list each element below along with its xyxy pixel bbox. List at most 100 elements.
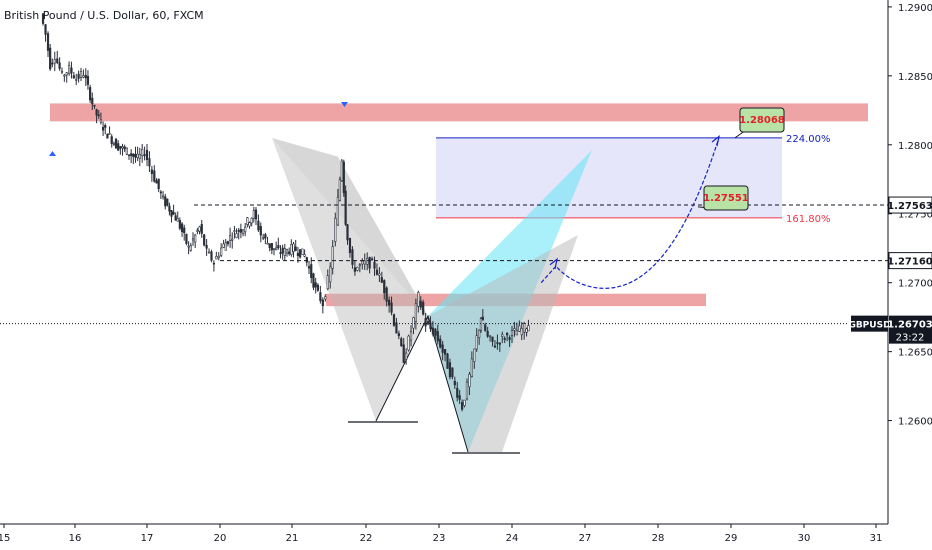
candle-body xyxy=(77,73,80,79)
y-tick-label: 1.27000 xyxy=(898,279,932,290)
last-price-box xyxy=(889,315,932,344)
candle-body xyxy=(331,246,334,269)
candle-body xyxy=(93,104,96,107)
candle-body xyxy=(91,97,94,105)
candle-body xyxy=(117,143,120,151)
candle-body xyxy=(481,316,484,321)
candle-body xyxy=(388,299,391,306)
candle-body xyxy=(46,33,50,51)
candle-body xyxy=(429,322,432,329)
candle-body xyxy=(441,344,444,353)
candle-body xyxy=(281,247,284,254)
candle-body xyxy=(373,261,376,269)
candle-body xyxy=(501,334,504,337)
candle-body xyxy=(409,331,413,341)
x-tick-label: 20 xyxy=(214,533,227,544)
candle-body xyxy=(417,292,420,307)
candle-body xyxy=(121,146,124,149)
marker-up xyxy=(49,151,56,156)
candle-body xyxy=(314,282,317,288)
symbol-tag-box xyxy=(851,315,888,332)
candle-body xyxy=(405,352,408,360)
candle-body xyxy=(44,24,47,35)
candle-body xyxy=(183,227,186,234)
candle-body xyxy=(446,353,449,369)
candle-body xyxy=(392,314,396,326)
candle-body xyxy=(412,317,415,329)
candle-body xyxy=(97,114,100,117)
candle-body xyxy=(134,153,137,158)
candle-body xyxy=(231,238,234,241)
candle-body xyxy=(493,345,497,348)
candle-body xyxy=(395,322,398,334)
candle-body xyxy=(132,153,135,157)
callout-box-1 xyxy=(703,185,749,211)
candle-body xyxy=(525,328,528,333)
candle-body xyxy=(145,149,149,160)
candle-body xyxy=(383,280,386,294)
candle-body xyxy=(136,153,139,158)
callout-box-0 xyxy=(739,107,785,133)
candle-body xyxy=(170,210,173,217)
x-tick-label: 21 xyxy=(286,533,299,544)
candle-body xyxy=(503,337,506,340)
last-price-label: 1.26703 xyxy=(887,320,932,331)
candle-body xyxy=(488,335,492,338)
candle-body xyxy=(157,178,160,190)
candle-body xyxy=(130,153,133,156)
candle-body xyxy=(187,245,190,248)
candle-body xyxy=(461,402,464,410)
candle-body xyxy=(319,292,322,302)
level-label-1: 1.27160 xyxy=(887,257,932,268)
candle-body xyxy=(172,211,175,215)
candle-body xyxy=(196,230,199,232)
candle-body xyxy=(310,264,313,278)
candle-body xyxy=(470,358,473,377)
candle-body xyxy=(161,195,165,198)
candle-body xyxy=(185,233,188,244)
candle-body xyxy=(82,75,85,78)
candle-body xyxy=(451,367,454,378)
candle-body xyxy=(150,169,153,174)
candle-body xyxy=(233,230,236,232)
candle-body xyxy=(463,399,466,406)
candle-body xyxy=(303,254,306,257)
candle-body xyxy=(296,252,300,256)
candle-body xyxy=(443,349,447,355)
x-tick-label: 15 xyxy=(0,533,10,544)
candle-body xyxy=(479,318,483,331)
callout-label-1: 1.27551 xyxy=(703,193,749,204)
candle-body xyxy=(101,127,105,131)
candle-body xyxy=(342,161,345,194)
candle-body xyxy=(200,224,203,234)
candle-body xyxy=(123,146,126,150)
symbol-tag: GBPUSD xyxy=(848,321,890,331)
candle-body xyxy=(194,234,197,243)
candle-body xyxy=(237,230,240,232)
candle-body xyxy=(338,179,341,201)
candle-body xyxy=(49,47,52,70)
pattern-left-lower xyxy=(272,138,428,421)
candle-body xyxy=(361,260,364,265)
candle-body xyxy=(334,217,337,242)
candle-body xyxy=(191,238,195,241)
candle-body xyxy=(95,109,98,116)
candle-body xyxy=(301,248,304,255)
y-tick-label: 1.28500 xyxy=(898,72,932,83)
candle-body xyxy=(168,205,171,212)
candle-body xyxy=(448,362,452,378)
candle-body xyxy=(164,196,167,207)
candle-body xyxy=(307,266,311,269)
candle-body xyxy=(426,321,430,325)
candle-body xyxy=(207,251,211,254)
candles xyxy=(41,12,530,412)
candle-body xyxy=(366,258,369,265)
candle-body xyxy=(70,67,73,74)
candle-body xyxy=(277,245,280,249)
candle-body xyxy=(336,196,339,226)
candle-body xyxy=(496,342,499,344)
candle-body xyxy=(431,327,435,335)
y-tick-label: 1.28000 xyxy=(898,141,932,152)
